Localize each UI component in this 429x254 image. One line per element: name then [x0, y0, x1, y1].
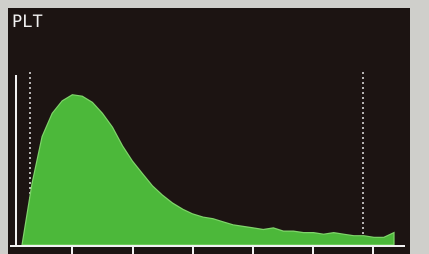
chart: PLT	[0, 0, 429, 254]
page: {"chart_data": {"type": "area", "title":…	[0, 0, 429, 254]
chart-title: PLT	[12, 12, 43, 32]
